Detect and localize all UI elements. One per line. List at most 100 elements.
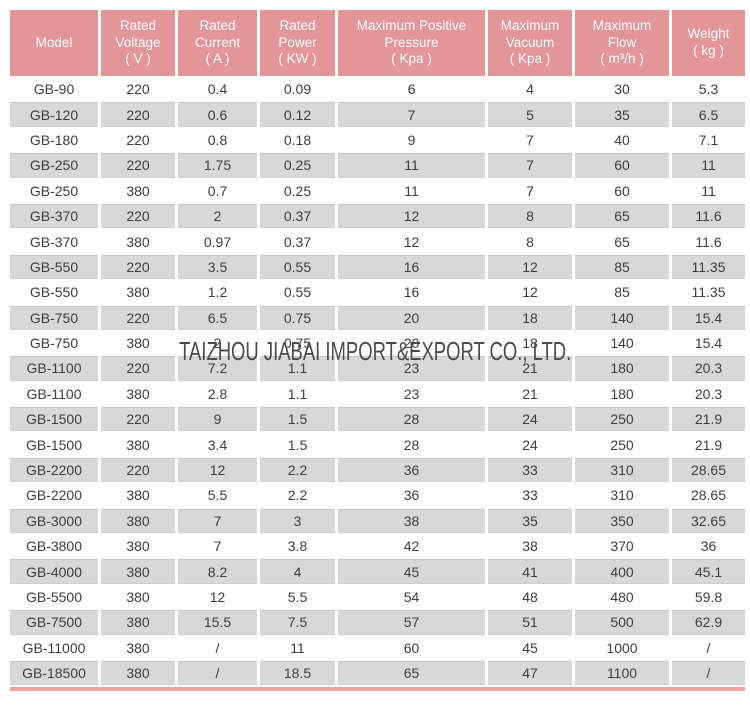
value-cell: 11 — [672, 153, 745, 178]
value-cell: 220 — [101, 127, 175, 153]
header-line: ( m³/h ) — [600, 51, 644, 67]
value-cell: 60 — [575, 153, 669, 178]
value-cell: 21.9 — [672, 432, 745, 457]
value-cell: 11 — [260, 635, 335, 660]
value-cell: 11.35 — [672, 280, 745, 305]
value-cell: 1.2 — [178, 280, 257, 305]
value-cell: 54 — [338, 584, 485, 610]
value-cell: 2 — [178, 203, 257, 229]
value-cell: 20 — [338, 330, 485, 356]
value-cell: 41 — [488, 559, 572, 584]
value-cell: 65 — [575, 229, 669, 254]
value-cell: 28 — [338, 407, 485, 432]
value-cell: 220 — [101, 305, 175, 330]
header-line: Flow — [607, 34, 637, 50]
model-cell: GB-2200 — [10, 457, 98, 483]
header-line: Maximum — [500, 17, 560, 33]
value-cell: 380 — [101, 229, 175, 254]
value-cell: 7 — [488, 153, 572, 178]
value-cell: 33 — [488, 483, 572, 508]
value-cell: 15.4 — [672, 330, 745, 356]
value-cell: 220 — [101, 77, 175, 102]
value-cell: 380 — [101, 660, 175, 686]
table-row: GB-1100 220 7.2 1.1 23 21 180 20.3 — [10, 356, 745, 381]
value-cell: 220 — [101, 407, 175, 432]
table-row: GB-1500 380 3.4 1.5 28 24 250 21.9 — [10, 432, 745, 457]
value-cell: 11.6 — [672, 229, 745, 254]
table-row: GB-4000 380 8.2 4 45 41 400 45.1 — [10, 559, 745, 584]
value-cell: 8.2 — [178, 559, 257, 584]
value-cell: 0.55 — [260, 280, 335, 305]
header-line: ( V ) — [125, 51, 151, 67]
value-cell: 23 — [338, 381, 485, 407]
value-cell: 45 — [488, 635, 572, 660]
header-line: Pressure — [384, 34, 439, 50]
value-cell: 180 — [575, 356, 669, 381]
header-cell-max-positive-pressure: Maximum Positive Pressure( Kpa ) — [338, 10, 485, 76]
header-line: Rated — [119, 17, 157, 33]
table-row: GB-11000 380/11 60 45 1000/ — [10, 635, 745, 660]
table-row: GB-370 220 2 0.37 12 8 65 11.6 — [10, 203, 745, 229]
table-row: GB-250 380 0.7 0.25 11 7 60 11 — [10, 178, 745, 203]
value-cell: 35 — [488, 508, 572, 534]
value-cell: 20.3 — [672, 356, 745, 381]
table-row: GB-2200 380 5.5 2.2 36 33 310 28.65 — [10, 483, 745, 508]
value-cell: 18.5 — [260, 660, 335, 686]
value-cell: 2.8 — [178, 381, 257, 407]
value-cell: 65 — [575, 203, 669, 229]
value-cell: 1.1 — [260, 356, 335, 381]
model-cell: GB-550 — [10, 280, 98, 305]
header-cell-max-vacuum: Maximum Vacuum( Kpa ) — [488, 10, 572, 76]
value-cell: 350 — [575, 508, 669, 534]
value-cell: 4 — [488, 77, 572, 102]
header-line: ( A ) — [205, 51, 230, 67]
value-cell: 21.9 — [672, 407, 745, 432]
value-cell: 0.4 — [178, 77, 257, 102]
value-cell: 6.5 — [672, 102, 745, 127]
model-cell: GB-1100 — [10, 356, 98, 381]
value-cell: 380 — [101, 584, 175, 610]
header-line: Maximum — [592, 17, 652, 33]
value-cell: 5.3 — [672, 77, 745, 102]
value-cell: 220 — [101, 102, 175, 127]
value-cell: 220 — [101, 356, 175, 381]
value-cell: 12 — [338, 203, 485, 229]
value-cell: 1.5 — [260, 432, 335, 457]
model-cell: GB-370 — [10, 229, 98, 254]
value-cell: 35 — [575, 102, 669, 127]
value-cell: 21 — [488, 356, 572, 381]
value-cell: 36 — [338, 483, 485, 508]
value-cell: 23 — [338, 356, 485, 381]
value-cell: 28.65 — [672, 483, 745, 508]
value-cell: 220 — [101, 153, 175, 178]
value-cell: 140 — [575, 305, 669, 330]
value-cell: 65 — [338, 660, 485, 686]
value-cell: 24 — [488, 432, 572, 457]
value-cell: 38 — [338, 508, 485, 534]
value-cell: 60 — [338, 635, 485, 660]
value-cell: 310 — [575, 483, 669, 508]
value-cell: 18 — [488, 305, 572, 330]
table-row: GB-1500 220 9 1.5 28 24 250 21.9 — [10, 407, 745, 432]
value-cell: 380 — [101, 483, 175, 508]
header-row: Model Rated Voltage( V ) Rated Current( A ) R… — [10, 10, 745, 76]
value-cell: 0.75 — [260, 330, 335, 356]
value-cell: 28.65 — [672, 457, 745, 483]
value-cell: 310 — [575, 457, 669, 483]
table-row: GB-1100 380 2.8 1.1 23 21 180 20.3 — [10, 381, 745, 407]
model-cell: GB-180 — [10, 127, 98, 153]
value-cell: 11.35 — [672, 254, 745, 280]
model-cell: GB-750 — [10, 305, 98, 330]
value-cell: 380 — [101, 381, 175, 407]
value-cell: 250 — [575, 407, 669, 432]
value-cell: / — [178, 635, 257, 660]
value-cell: 12 — [338, 229, 485, 254]
value-cell: 45 — [338, 559, 485, 584]
model-cell: GB-1100 — [10, 381, 98, 407]
value-cell: 380 — [101, 178, 175, 203]
model-cell: GB-1500 — [10, 432, 98, 457]
model-cell: GB-7500 — [10, 610, 98, 635]
table-row: GB-370 380 0.97 0.37 12 8 65 11.6 — [10, 229, 745, 254]
table-row: GB-550 220 3.5 0.55 16 12 85 11.35 — [10, 254, 745, 280]
value-cell: / — [178, 660, 257, 686]
